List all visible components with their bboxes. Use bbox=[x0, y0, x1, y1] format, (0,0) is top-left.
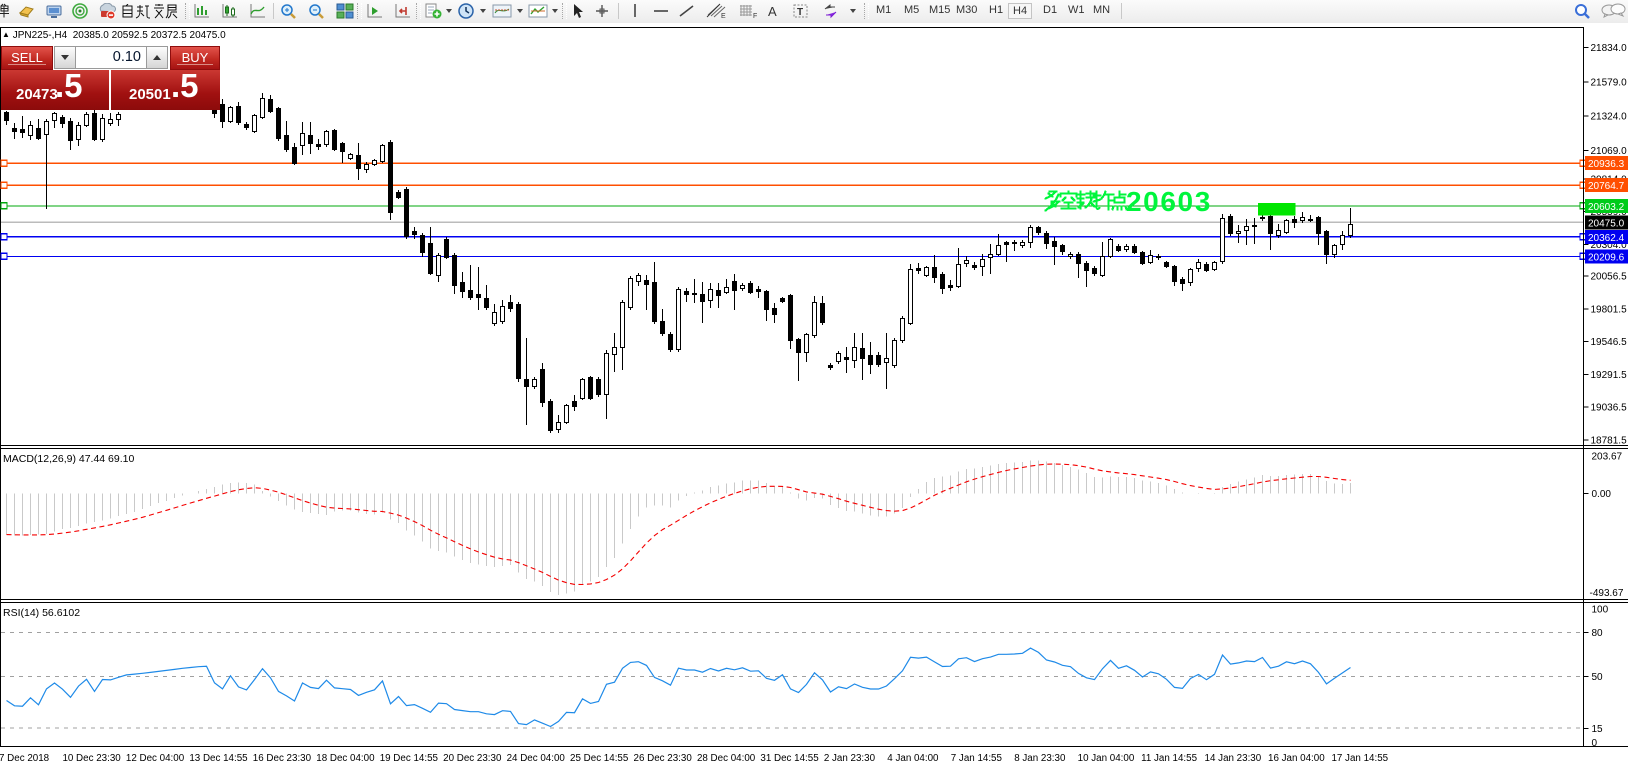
svg-text:7 Jan 14:55: 7 Jan 14:55 bbox=[951, 753, 1003, 764]
svg-text:15: 15 bbox=[1592, 724, 1604, 735]
svg-text:T: T bbox=[797, 7, 803, 18]
svg-text:19546.5: 19546.5 bbox=[1591, 337, 1628, 348]
svg-text:13 Dec 14:55: 13 Dec 14:55 bbox=[189, 753, 248, 764]
svg-text:20304.0: 20304.0 bbox=[1591, 240, 1628, 251]
svg-text:20764.7: 20764.7 bbox=[1588, 181, 1625, 192]
svg-text:20209.6: 20209.6 bbox=[1588, 252, 1625, 263]
svg-text:80: 80 bbox=[1592, 628, 1604, 639]
svg-text:20056.5: 20056.5 bbox=[1591, 272, 1628, 283]
svg-text:203.67: 203.67 bbox=[1592, 452, 1623, 463]
svg-text:20475.0: 20475.0 bbox=[1588, 218, 1625, 229]
svg-text:14 Jan 23:30: 14 Jan 23:30 bbox=[1205, 753, 1262, 764]
svg-text:19036.5: 19036.5 bbox=[1591, 403, 1628, 414]
svg-text:16 Jan 04:00: 16 Jan 04:00 bbox=[1268, 753, 1325, 764]
svg-text:20603: 20603 bbox=[1126, 186, 1212, 217]
svg-text:50: 50 bbox=[1592, 672, 1604, 683]
svg-text:21579.0: 21579.0 bbox=[1591, 77, 1628, 88]
svg-text:20936.3: 20936.3 bbox=[1588, 159, 1625, 170]
svg-text:18 Dec 04:00: 18 Dec 04:00 bbox=[316, 753, 375, 764]
svg-text:21834.0: 21834.0 bbox=[1591, 43, 1628, 54]
svg-text:10 Jan 04:00: 10 Jan 04:00 bbox=[1078, 753, 1135, 764]
svg-text:19801.5: 19801.5 bbox=[1591, 304, 1628, 315]
svg-text:11 Jan 14:55: 11 Jan 14:55 bbox=[1141, 753, 1197, 764]
svg-text:28 Dec 04:00: 28 Dec 04:00 bbox=[697, 753, 756, 764]
svg-text:E: E bbox=[721, 13, 726, 20]
svg-text:26 Dec 23:30: 26 Dec 23:30 bbox=[634, 753, 693, 764]
svg-text:10 Dec 23:30: 10 Dec 23:30 bbox=[62, 753, 121, 764]
svg-text:16 Dec 23:30: 16 Dec 23:30 bbox=[253, 753, 312, 764]
svg-text:21324.0: 21324.0 bbox=[1591, 112, 1628, 123]
svg-text:18781.5: 18781.5 bbox=[1591, 435, 1628, 446]
svg-text:17 Jan 14:55: 17 Jan 14:55 bbox=[1331, 753, 1388, 764]
svg-text:7 Dec 2018: 7 Dec 2018 bbox=[0, 753, 50, 764]
svg-text:0.00: 0.00 bbox=[1592, 489, 1612, 500]
svg-text:24 Dec 04:00: 24 Dec 04:00 bbox=[507, 753, 566, 764]
svg-text:19 Dec 14:55: 19 Dec 14:55 bbox=[380, 753, 439, 764]
svg-text:19291.5: 19291.5 bbox=[1591, 370, 1628, 381]
svg-text:2 Jan 23:30: 2 Jan 23:30 bbox=[824, 753, 876, 764]
svg-text:F: F bbox=[753, 13, 757, 20]
svg-text:-493.67: -493.67 bbox=[1590, 588, 1624, 599]
svg-text:20362.4: 20362.4 bbox=[1588, 233, 1625, 244]
svg-text:4 Jan 04:00: 4 Jan 04:00 bbox=[887, 753, 939, 764]
svg-text:100: 100 bbox=[1592, 604, 1609, 615]
svg-text:MACD(12,26,9) 47.44 69.10: MACD(12,26,9) 47.44 69.10 bbox=[3, 453, 134, 465]
svg-text:31 Dec 14:55: 31 Dec 14:55 bbox=[760, 753, 819, 764]
svg-text:0: 0 bbox=[1592, 738, 1598, 749]
svg-text:20603.2: 20603.2 bbox=[1588, 202, 1625, 213]
svg-text:20 Dec 23:30: 20 Dec 23:30 bbox=[443, 753, 502, 764]
svg-text:8 Jan 23:30: 8 Jan 23:30 bbox=[1014, 753, 1066, 764]
svg-text:25 Dec 14:55: 25 Dec 14:55 bbox=[570, 753, 629, 764]
svg-text:12 Dec 04:00: 12 Dec 04:00 bbox=[126, 753, 185, 764]
svg-text:RSI(14) 56.6102: RSI(14) 56.6102 bbox=[3, 607, 80, 619]
svg-text:21069.0: 21069.0 bbox=[1591, 146, 1628, 157]
